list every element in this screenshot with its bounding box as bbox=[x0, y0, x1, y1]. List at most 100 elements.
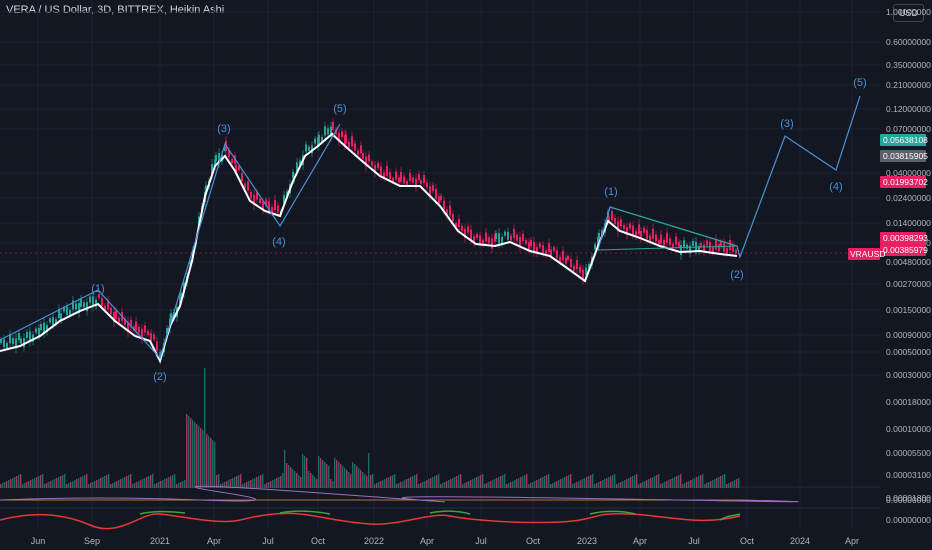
volume-bar bbox=[422, 482, 424, 488]
volume-bar bbox=[150, 475, 152, 488]
volume-bar bbox=[576, 482, 578, 488]
volume-bar bbox=[642, 482, 644, 488]
candle-body bbox=[672, 243, 674, 248]
volume-bar bbox=[462, 484, 464, 488]
candle-body bbox=[241, 173, 243, 181]
volume-bar bbox=[266, 483, 268, 488]
candle-body bbox=[292, 171, 294, 178]
volume-bar bbox=[540, 478, 542, 488]
volume-bar bbox=[370, 475, 372, 488]
volume-bar bbox=[356, 466, 358, 488]
candle-body bbox=[130, 319, 132, 327]
candle-body bbox=[314, 138, 316, 144]
volume-bar bbox=[114, 482, 116, 488]
volume-bar bbox=[580, 480, 582, 488]
volume-bar bbox=[590, 475, 592, 488]
volume-bar bbox=[144, 478, 146, 488]
candle-body bbox=[95, 299, 97, 307]
volume-bar bbox=[610, 476, 612, 488]
volume-bar bbox=[484, 484, 486, 488]
candle-body bbox=[698, 246, 700, 253]
volume-bar bbox=[386, 478, 388, 488]
candle-body bbox=[501, 236, 503, 244]
wave-label: (5) bbox=[853, 77, 866, 89]
price-tick-label: 0.00150000 bbox=[886, 305, 931, 315]
volume-bar bbox=[112, 483, 114, 488]
volume-bar bbox=[390, 476, 392, 488]
candle-body bbox=[429, 186, 431, 196]
candle-body bbox=[400, 172, 402, 182]
volume-bar bbox=[200, 428, 202, 488]
volume-bar bbox=[644, 481, 646, 488]
volume-bar bbox=[68, 483, 70, 488]
volume-bar bbox=[336, 460, 338, 488]
candle-body bbox=[507, 231, 509, 240]
candle-body bbox=[113, 312, 115, 322]
volume-bar bbox=[494, 479, 496, 488]
volume-bar bbox=[174, 474, 176, 488]
candle-body bbox=[620, 219, 622, 227]
volume-bar bbox=[314, 477, 316, 488]
volume-bar bbox=[324, 462, 326, 488]
volume-bar bbox=[622, 481, 624, 488]
volume-bar bbox=[676, 476, 678, 488]
volume-bar bbox=[206, 434, 208, 488]
candle-body bbox=[638, 224, 640, 235]
candle-body bbox=[623, 225, 625, 230]
volume-bar bbox=[126, 476, 128, 488]
volume-bar bbox=[348, 472, 350, 488]
time-tick-label: Apr bbox=[420, 536, 434, 546]
volume-bar bbox=[704, 484, 706, 488]
candle-body bbox=[646, 229, 648, 239]
volume-bar bbox=[272, 480, 274, 488]
volume-bar bbox=[640, 483, 642, 488]
volume-bar bbox=[584, 478, 586, 488]
candle-body bbox=[712, 246, 714, 253]
indicator-line-red bbox=[0, 512, 741, 530]
volume-bar bbox=[520, 477, 522, 488]
volume-bar bbox=[722, 475, 724, 488]
volume-bar bbox=[16, 476, 18, 488]
volume-bar bbox=[268, 482, 270, 488]
volume-bar bbox=[192, 420, 194, 488]
candle-body bbox=[418, 174, 420, 180]
volume-bar bbox=[180, 482, 182, 488]
price-tick-label: 0.00090000 bbox=[886, 330, 931, 340]
triangle-lines bbox=[597, 206, 738, 251]
volume-bar bbox=[408, 478, 410, 488]
volume-bar bbox=[182, 481, 184, 488]
price-tick-label: 0.35000000 bbox=[886, 60, 931, 70]
volume-bar bbox=[366, 476, 368, 488]
time-tick-label: Jul bbox=[262, 536, 274, 546]
candle-body bbox=[110, 308, 112, 314]
candle-body bbox=[629, 223, 631, 229]
candle-body bbox=[265, 199, 267, 205]
volume-bar bbox=[418, 484, 420, 488]
candle-body bbox=[678, 241, 680, 247]
candle-body bbox=[658, 240, 660, 245]
volume-bar bbox=[608, 477, 610, 488]
candle-body bbox=[386, 166, 388, 176]
wave-line bbox=[0, 123, 341, 360]
volume-bar bbox=[652, 477, 654, 488]
wave-label: (4) bbox=[829, 181, 842, 193]
candle-body bbox=[348, 141, 350, 148]
candle-body bbox=[635, 231, 637, 238]
volume-bar bbox=[224, 482, 226, 488]
candle-body bbox=[78, 303, 80, 313]
volume-bar bbox=[50, 481, 52, 488]
candle-body bbox=[510, 235, 512, 241]
volume-bar bbox=[216, 475, 218, 488]
candles bbox=[0, 118, 737, 361]
symbol-badge bbox=[848, 248, 880, 260]
candle-body bbox=[18, 333, 20, 340]
volume-bar bbox=[86, 474, 88, 488]
volume-bar bbox=[410, 477, 412, 488]
wave-label: (5) bbox=[333, 103, 346, 115]
volume-bar bbox=[468, 481, 470, 488]
currency-selector[interactable]: USD bbox=[892, 4, 924, 22]
volume-bar bbox=[470, 480, 472, 488]
volume-bar bbox=[586, 477, 588, 488]
volume-bar bbox=[294, 471, 296, 488]
